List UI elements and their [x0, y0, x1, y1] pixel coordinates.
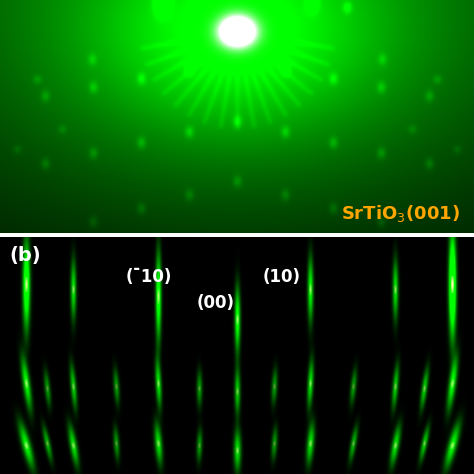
Text: (¯10): (¯10) — [126, 268, 173, 286]
Text: (00): (00) — [197, 294, 235, 312]
Text: (b): (b) — [9, 246, 41, 265]
Text: SrTiO$_3$(001): SrTiO$_3$(001) — [341, 203, 460, 224]
Text: (10): (10) — [263, 268, 301, 286]
